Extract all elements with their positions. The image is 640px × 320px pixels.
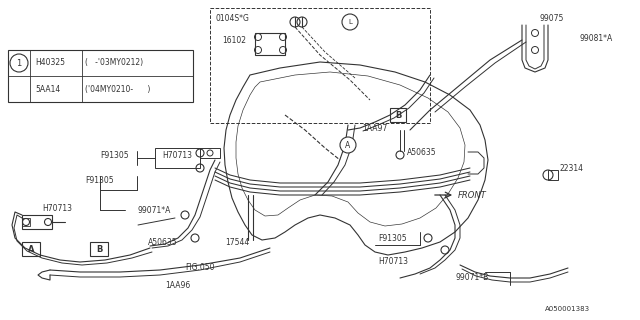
Text: ('04MY0210-      ): ('04MY0210- ) [85, 84, 150, 93]
Text: L: L [348, 19, 352, 25]
Text: 1AA96: 1AA96 [165, 282, 190, 291]
Bar [155, 148, 200, 168]
Text: 0104S*G: 0104S*G [215, 13, 249, 22]
Text: 1: 1 [17, 59, 22, 68]
Bar [200, 148, 220, 158]
Text: H70713: H70713 [378, 258, 408, 267]
Text: A050001383: A050001383 [545, 306, 590, 312]
Bar [390, 108, 406, 122]
Text: H70713: H70713 [42, 204, 72, 212]
Text: A: A [28, 244, 35, 253]
Text: B: B [96, 244, 102, 253]
Text: 99071*B: 99071*B [455, 274, 488, 283]
Circle shape [340, 137, 356, 153]
Text: 5AA14: 5AA14 [35, 84, 60, 93]
Text: A: A [346, 140, 351, 149]
Text: F91305: F91305 [378, 234, 406, 243]
Text: F91305: F91305 [85, 175, 114, 185]
Bar [255, 33, 285, 55]
Text: 99071*A: 99071*A [138, 205, 172, 214]
Bar [22, 218, 30, 226]
Bar [22, 215, 52, 229]
Bar [22, 242, 40, 256]
Text: 99081*A: 99081*A [580, 34, 613, 43]
Text: 1AA97: 1AA97 [362, 124, 387, 132]
Bar [548, 170, 558, 180]
Text: 17544: 17544 [225, 237, 249, 246]
Text: (   -'03MY0212): ( -'03MY0212) [85, 58, 143, 67]
Text: A50635: A50635 [148, 237, 178, 246]
Text: 16102: 16102 [222, 36, 246, 44]
Text: FIG.050: FIG.050 [185, 263, 214, 273]
Text: H70713: H70713 [162, 150, 192, 159]
Text: B: B [395, 110, 401, 119]
Text: A50635: A50635 [407, 148, 436, 156]
Bar [8, 50, 193, 102]
Text: FRONT: FRONT [458, 190, 487, 199]
Text: 99075: 99075 [540, 13, 564, 22]
Text: 22314: 22314 [560, 164, 584, 172]
Text: F91305: F91305 [100, 150, 129, 159]
Bar [210, 8, 430, 123]
Text: H40325: H40325 [35, 58, 65, 67]
Bar [90, 242, 108, 256]
